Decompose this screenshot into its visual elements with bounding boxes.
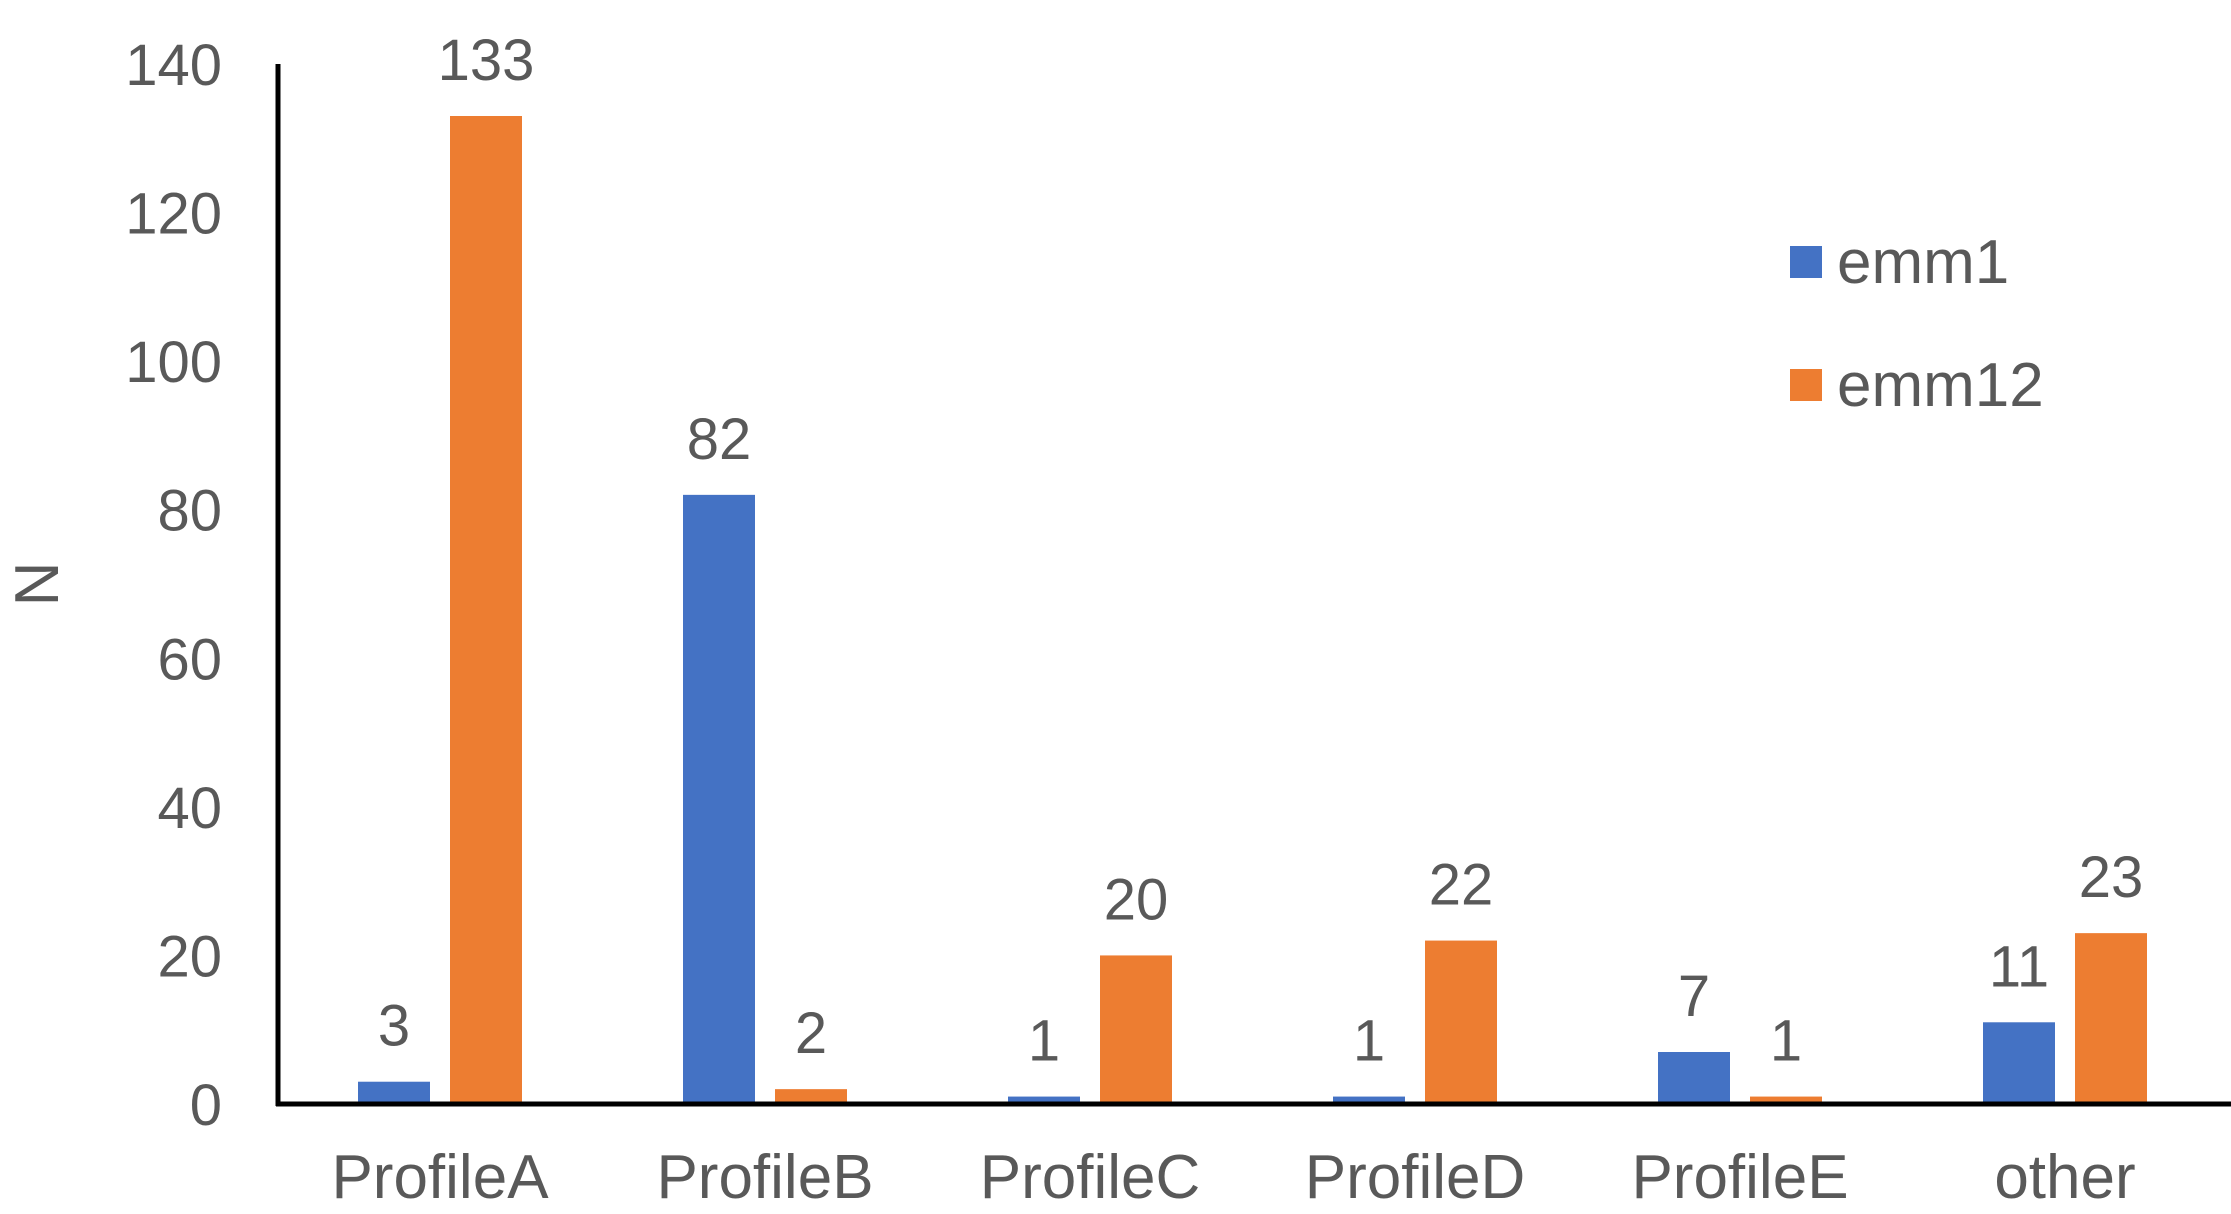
bar-emm1-ProfileC (1008, 1096, 1080, 1104)
data-label: 1 (1028, 1009, 1060, 1074)
data-label: 1 (1770, 1009, 1802, 1074)
y-tick-label: 120 (125, 182, 222, 247)
data-label: 2 (795, 1001, 827, 1066)
bar-emm12-ProfileA (450, 116, 522, 1104)
x-axis-ticks: ProfileA ProfileB ProfileC ProfileD ProfileE… (331, 1143, 2135, 1212)
bar-emm1-ProfileA (358, 1081, 430, 1104)
y-tick-label: 0 (190, 1073, 222, 1138)
legend-label: emm1 (1837, 228, 2009, 297)
y-tick-label: 80 (157, 479, 222, 544)
x-tick-label: ProfileB (656, 1143, 873, 1209)
bar-emm12-ProfileB (775, 1089, 847, 1104)
y-tick-label: 40 (157, 776, 222, 841)
x-tick-label: other (1994, 1143, 2135, 1209)
data-label: 133 (438, 28, 535, 93)
bar-group (358, 116, 2147, 1104)
x-tick-label: ProfileA (331, 1143, 549, 1209)
x-tick-label: ProfileE (1631, 1143, 1848, 1209)
bar-emm12-ProfileC (1100, 955, 1172, 1104)
data-label: 82 (687, 407, 752, 472)
legend-label: emm12 (1837, 351, 2044, 420)
legend-swatch-emm1 (1790, 246, 1822, 278)
bar-emm1-ProfileE (1658, 1052, 1730, 1104)
y-axis-title: N (3, 562, 72, 607)
bar-emm1-other (1983, 1022, 2055, 1104)
bar-emm12-other (2075, 933, 2147, 1104)
data-label: 23 (2079, 845, 2144, 910)
data-label: 3 (378, 994, 410, 1059)
legend-swatch-emm12 (1790, 369, 1822, 401)
data-label: 1 (1353, 1009, 1385, 1074)
y-tick-label: 140 (125, 33, 222, 98)
y-tick-label: 60 (157, 627, 222, 692)
y-tick-label: 20 (157, 924, 222, 989)
legend: emm1 emm12 (1790, 228, 2044, 420)
x-tick-label: ProfileD (1305, 1143, 1526, 1209)
bar-emm1-ProfileD (1333, 1096, 1405, 1104)
data-label: 7 (1678, 964, 1710, 1029)
y-tick-label: 100 (125, 330, 222, 395)
bar-emm12-ProfileD (1425, 940, 1497, 1104)
bar-emm1-ProfileB (683, 494, 755, 1104)
data-label: 22 (1429, 853, 1494, 918)
x-tick-label: ProfileC (980, 1143, 1201, 1209)
y-axis-ticks: 0 20 40 60 80 100 120 140 (125, 33, 222, 1138)
bar-emm12-ProfileE (1750, 1096, 1822, 1104)
data-label: 20 (1104, 867, 1169, 932)
data-label: 11 (1989, 934, 2049, 999)
